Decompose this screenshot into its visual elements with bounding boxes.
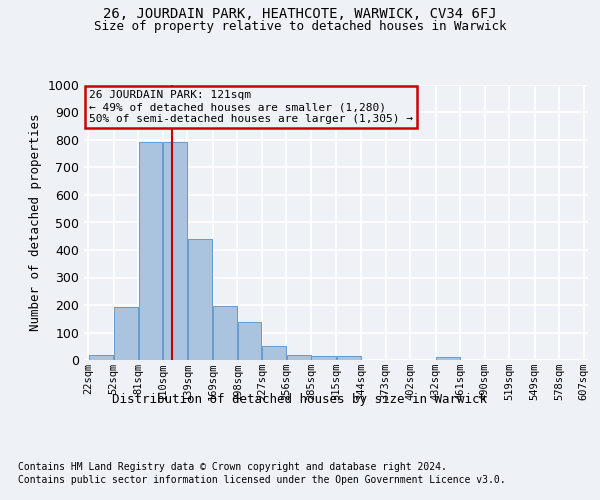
Text: Size of property relative to detached houses in Warwick: Size of property relative to detached ho…: [94, 20, 506, 33]
Bar: [139, 142, 163, 360]
Bar: [213, 306, 237, 360]
Text: Contains HM Land Registry data © Crown copyright and database right 2024.: Contains HM Land Registry data © Crown c…: [18, 462, 447, 472]
Bar: [163, 142, 187, 360]
Text: 26, JOURDAIN PARK, HEATHCOTE, WARWICK, CV34 6FJ: 26, JOURDAIN PARK, HEATHCOTE, WARWICK, C…: [103, 8, 497, 22]
Text: Distribution of detached houses by size in Warwick: Distribution of detached houses by size …: [113, 392, 487, 406]
Text: Contains public sector information licensed under the Open Government Licence v3: Contains public sector information licen…: [18, 475, 506, 485]
Bar: [262, 346, 286, 360]
Bar: [337, 356, 361, 360]
Bar: [89, 354, 113, 360]
Bar: [188, 239, 212, 360]
Bar: [238, 322, 262, 360]
Bar: [114, 307, 138, 360]
Text: 26 JOURDAIN PARK: 121sqm
← 49% of detached houses are smaller (1,280)
50% of sem: 26 JOURDAIN PARK: 121sqm ← 49% of detach…: [89, 90, 413, 124]
Bar: [287, 356, 311, 360]
Bar: [311, 356, 336, 360]
Y-axis label: Number of detached properties: Number of detached properties: [29, 114, 42, 331]
Bar: [436, 357, 460, 360]
